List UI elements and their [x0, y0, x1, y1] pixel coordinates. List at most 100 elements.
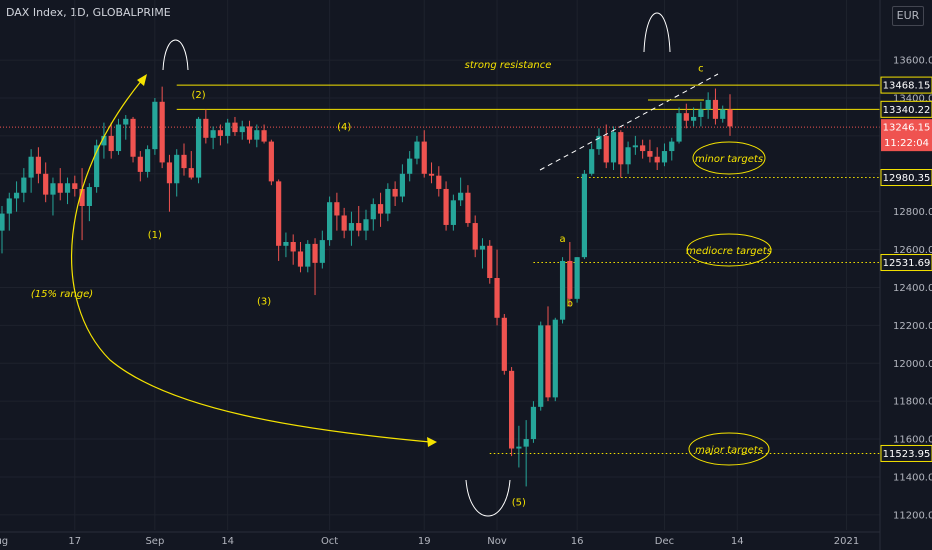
major-target-tag-label: 11523.95 [883, 449, 931, 460]
candle-body [712, 99, 719, 119]
candle-body [720, 109, 726, 119]
target-label: major targets [695, 445, 763, 456]
candle-body [341, 215, 347, 231]
candle-body [603, 135, 609, 163]
candle-body [79, 188, 85, 206]
candle-body [581, 173, 587, 258]
candle-body [94, 145, 100, 188]
candles [0, 86, 733, 487]
candle-body [319, 240, 325, 263]
candle-body [683, 113, 689, 121]
candle-body [698, 109, 704, 117]
x-tick-label: 16 [571, 536, 584, 547]
candle-body [123, 118, 129, 125]
candle-body [509, 370, 515, 449]
candle-body [64, 183, 71, 193]
candle-body [6, 198, 12, 214]
currency-button[interactable]: EUR [892, 6, 924, 26]
candle-body [458, 192, 464, 201]
x-tick-label: 19 [418, 536, 431, 547]
top-arc-sep [162, 39, 189, 71]
candle-body [0, 213, 5, 231]
candle-body [28, 156, 34, 178]
range-arc-arrowhead-top [137, 74, 147, 86]
x-tick-label: Aug [0, 536, 8, 547]
candle-body [385, 188, 391, 214]
candle-body [494, 278, 500, 318]
chart-title: DAX Index, 1D, GLOBALPRIME [6, 6, 171, 19]
candle-body [108, 135, 114, 152]
candle-body [691, 116, 697, 121]
strong-resistance-lower-tag-label: 13340.22 [883, 105, 931, 116]
candle-body [530, 406, 537, 440]
horizontal-levels [0, 84, 880, 454]
candle-body [552, 319, 558, 398]
candle-body [86, 187, 92, 206]
y-tick-label: 11600.00 [893, 435, 932, 446]
x-tick-label: Dec [655, 536, 674, 547]
candle-body [443, 188, 449, 225]
candle-body [414, 141, 420, 159]
candle-body [72, 183, 78, 189]
candle-body [268, 141, 274, 182]
candle-body [174, 154, 180, 184]
y-tick-label: 11800.00 [893, 397, 932, 408]
candle-body [472, 223, 478, 250]
candle-body [101, 135, 107, 146]
candle-body [305, 243, 311, 267]
candle-body [276, 181, 282, 246]
candle-body [640, 145, 646, 152]
candle-body [377, 204, 384, 214]
candle-body [399, 173, 405, 197]
candle-body [327, 202, 333, 241]
candle-body [559, 260, 566, 320]
drawings [70, 12, 772, 517]
mediocre-target-tag [880, 254, 932, 272]
range-arc [70, 79, 431, 443]
candle-body [487, 245, 493, 278]
candle-body [610, 132, 617, 163]
target-label: minor targets [695, 154, 763, 165]
candle-body [297, 251, 304, 267]
top-arc-dec [643, 12, 671, 53]
candle-body [239, 126, 245, 133]
wave-label: (4) [337, 122, 351, 133]
candle-body [567, 260, 573, 299]
candle-body [661, 151, 668, 163]
candle-body [596, 135, 602, 150]
wave-label: (5) [512, 497, 526, 508]
candle-body [210, 130, 216, 138]
candle-body [421, 141, 427, 174]
candle-body [50, 183, 56, 195]
candle-body [57, 183, 63, 193]
candle-body [647, 151, 653, 157]
candle-body [13, 192, 20, 199]
candle-body [545, 325, 551, 398]
countdown-label: 11:22:04 [884, 138, 929, 149]
candle-body [246, 126, 253, 140]
candle-body [465, 192, 471, 224]
candle-body [632, 145, 638, 148]
range-arc-arrowhead-bottom [427, 437, 437, 447]
candle-body [195, 118, 202, 178]
candle-body [261, 130, 267, 142]
candle-body [283, 242, 289, 246]
minor-target-tag [880, 169, 932, 187]
x-tick-label: Nov [487, 536, 507, 547]
candle-body [137, 156, 143, 172]
candle-body [516, 446, 522, 449]
candle-body [254, 130, 260, 140]
candle-body [217, 130, 223, 136]
candle-body [130, 118, 136, 157]
time-axis: Aug 17 Sep 14 Oct 19 Nov 16 Dec 14 2021 [0, 531, 880, 547]
candle-body [232, 122, 238, 133]
candle-body [348, 223, 355, 231]
candle-body [392, 188, 398, 197]
mediocre-target-ellipse [686, 233, 772, 267]
minor-target-tag-label: 12980.35 [883, 173, 931, 184]
y-tick-label: 13600.00 [893, 56, 932, 67]
candle-body [676, 113, 682, 142]
wave-label: b [567, 298, 573, 309]
candle-body [407, 158, 413, 174]
